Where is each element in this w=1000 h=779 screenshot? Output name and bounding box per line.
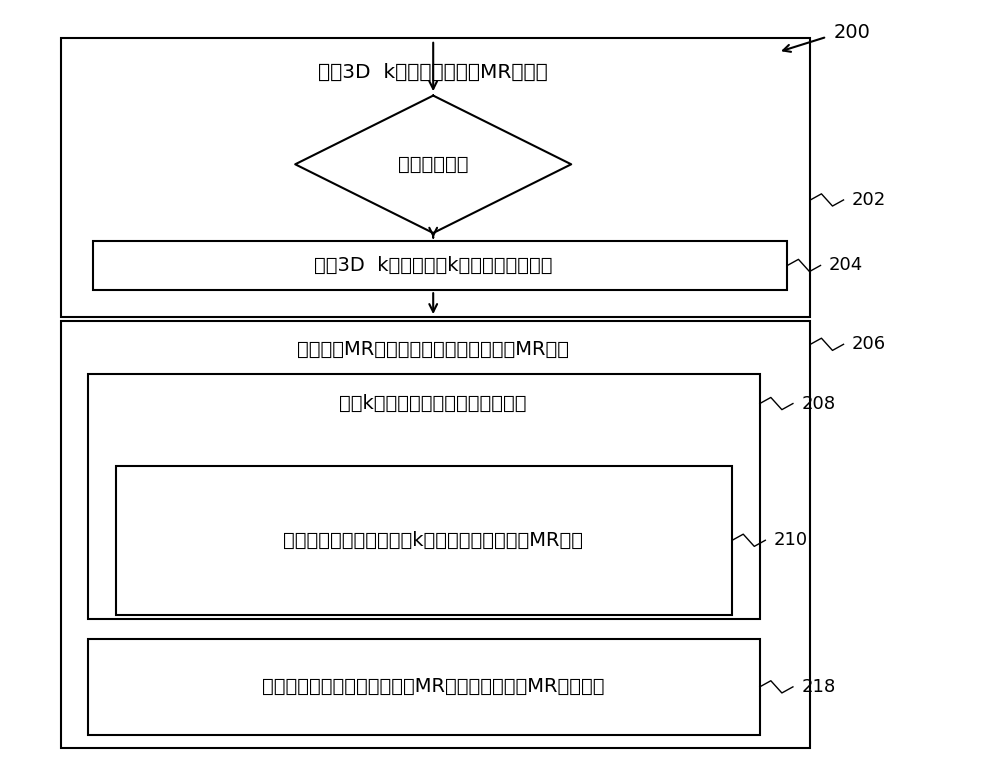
- Text: 对于每个重复: 对于每个重复: [398, 155, 468, 174]
- Text: 采阆3D  k空间体积的k空间数据集的帧：: 采阆3D k空间体积的k空间数据集的帧：: [314, 256, 552, 275]
- Text: 208: 208: [801, 394, 835, 413]
- Text: 采阆3D  k空间体积的功胾MR数据集: 采阆3D k空间体积的功胾MR数据集: [318, 63, 548, 82]
- FancyBboxPatch shape: [88, 639, 760, 735]
- Text: 基于k空间数据集的帧生成解剖图像: 基于k空间数据集的帧生成解剖图像: [339, 393, 527, 413]
- Text: 204: 204: [829, 256, 863, 274]
- FancyBboxPatch shape: [61, 38, 810, 317]
- Text: 基于功胾MR数据集生成解剖图像和功胾MR图像: 基于功胾MR数据集生成解剖图像和功胾MR图像: [297, 340, 569, 359]
- Text: 使用多尺度低秩矩阵基于功胾MR数据集生成功胾MR图像的帧: 使用多尺度低秩矩阵基于功胾MR数据集生成功胾MR图像的帧: [262, 678, 604, 696]
- FancyBboxPatch shape: [116, 466, 732, 615]
- Text: 206: 206: [852, 335, 886, 354]
- Text: 200: 200: [833, 23, 870, 42]
- Text: 210: 210: [774, 531, 808, 549]
- Text: 218: 218: [801, 678, 835, 696]
- FancyBboxPatch shape: [61, 321, 810, 749]
- Text: 202: 202: [852, 191, 886, 209]
- Text: 使用多尺度低秩矩阵基于k空间数据集的帧重建MR图像: 使用多尺度低秩矩阵基于k空间数据集的帧重建MR图像: [283, 530, 583, 550]
- FancyBboxPatch shape: [93, 241, 787, 291]
- FancyBboxPatch shape: [88, 374, 760, 619]
